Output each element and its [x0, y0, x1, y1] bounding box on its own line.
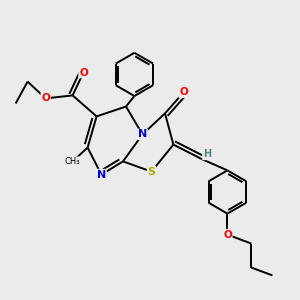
- Text: N: N: [138, 129, 147, 140]
- Text: CH₃: CH₃: [65, 157, 80, 166]
- Text: O: O: [41, 93, 50, 103]
- Text: H: H: [203, 149, 211, 160]
- Text: O: O: [79, 68, 88, 78]
- Text: N: N: [97, 169, 106, 180]
- Text: O: O: [179, 87, 188, 98]
- Text: O: O: [223, 230, 232, 240]
- Text: S: S: [148, 167, 155, 177]
